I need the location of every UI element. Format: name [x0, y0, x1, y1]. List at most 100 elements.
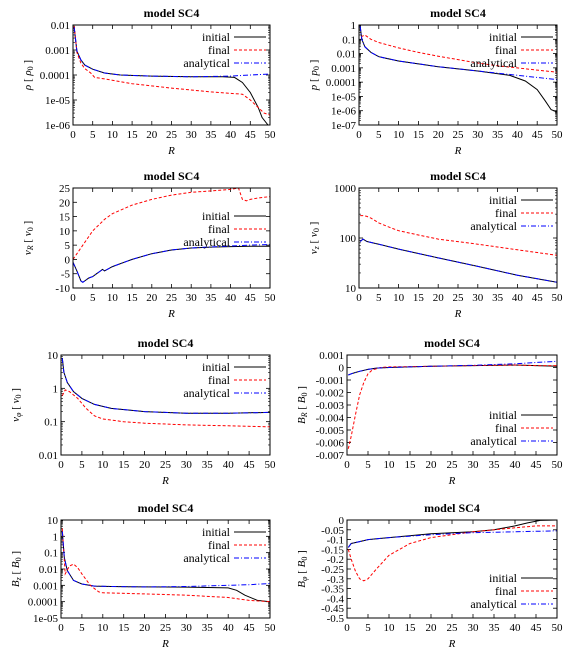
y-tick-label: -0.004 [316, 413, 345, 425]
legend-label: final [495, 43, 518, 57]
legend-label: initial [202, 209, 231, 223]
y-tick-label: 1e-06 [45, 120, 71, 132]
legend-label: initial [202, 525, 231, 539]
x-tick-label: 5 [90, 129, 96, 141]
legend-label: final [208, 373, 231, 387]
x-tick-label: 35 [492, 292, 504, 304]
y-tick-label: -0.45 [321, 603, 344, 615]
y-axis-label: vφ [ v0 ] [10, 388, 23, 422]
x-tick-label: 35 [205, 129, 217, 141]
y-tick-label: -0.005 [316, 425, 345, 437]
y-tick-label: 25 [59, 183, 71, 195]
y-tick-label: 0.001 [331, 63, 356, 75]
y-tick-label: 10 [47, 515, 59, 527]
x-tick-label: 25 [447, 622, 459, 634]
x-tick-label: 35 [202, 459, 214, 471]
series-line-analytical [73, 244, 270, 283]
x-tick-label: 15 [413, 292, 425, 304]
series-line-initial [61, 531, 270, 603]
series-line-final [347, 525, 557, 582]
x-axis-label: R [167, 145, 175, 157]
series-line-initial [61, 358, 270, 414]
x-tick-label: 5 [90, 292, 96, 304]
plot-frame [72, 187, 271, 289]
x-tick-label: 35 [489, 622, 501, 634]
x-tick-label: 15 [405, 459, 417, 471]
chart-title: model SC4 [138, 336, 194, 350]
y-tick-label: -0.3 [327, 574, 345, 586]
x-tick-label: 45 [531, 459, 543, 471]
x-tick-label: 30 [186, 292, 198, 304]
x-tick-label: 20 [426, 622, 438, 634]
x-tick-label: 40 [512, 129, 524, 141]
plot-frame [358, 24, 558, 126]
y-tick-label: 0.001 [319, 350, 344, 362]
x-tick-label: 25 [453, 129, 465, 141]
y-tick-label: 15 [59, 212, 71, 224]
x-tick-label: 10 [393, 292, 405, 304]
y-tick-label: 0.001 [45, 45, 70, 57]
legend-label: initial [489, 408, 518, 422]
series-line-final [61, 528, 270, 603]
x-tick-label: 45 [532, 292, 544, 304]
x-tick-label: 40 [512, 292, 524, 304]
x-tick-label: 50 [265, 459, 277, 471]
chart-panel: model SC4 0 5 10 15 20 25 30 35 40 45 50 1e-06 1e-05 0… [22, 6, 276, 157]
series-line-analytical [61, 358, 270, 414]
y-tick-label: 1e-06 [331, 106, 357, 118]
series-line-final [61, 389, 270, 428]
y-axis-label: vR [ v0 ] [22, 221, 35, 255]
y-tick-label: -0.25 [321, 564, 344, 576]
legend-label: analytical [183, 235, 230, 249]
x-tick-label: 15 [118, 622, 130, 634]
y-tick-label: -0.35 [321, 584, 344, 596]
y-axis-label: Bφ [ B0 ] [296, 550, 309, 588]
x-tick-label: 40 [223, 459, 235, 471]
x-tick-label: 15 [118, 459, 130, 471]
y-axis-label: vz [ v0 ] [308, 222, 321, 255]
y-tick-label: 0.01 [51, 20, 70, 32]
legend-label: final [495, 206, 518, 220]
legend-label: initial [202, 30, 231, 44]
y-tick-label: 0.0001 [28, 597, 58, 609]
x-tick-label: 10 [97, 622, 109, 634]
x-tick-label: 20 [426, 459, 438, 471]
y-tick-label: 1000 [334, 183, 357, 195]
series-line-initial [73, 245, 270, 283]
x-tick-label: 50 [265, 292, 277, 304]
y-axis-label: ρ [ ρ0 ] [22, 60, 35, 91]
chart-title: model SC4 [430, 169, 486, 183]
legend-label: final [208, 43, 231, 57]
x-tick-label: 50 [552, 292, 564, 304]
y-tick-label: -0.002 [316, 388, 344, 400]
plot-frame [72, 24, 271, 126]
x-tick-label: 5 [365, 459, 371, 471]
x-tick-label: 40 [225, 292, 237, 304]
chart-panel: model SC4 0 5 10 15 20 25 30 35 40 45 50 1e-05 0.0001… [10, 501, 276, 650]
legend-label: initial [202, 360, 231, 374]
y-tick-label: -0.007 [316, 450, 345, 462]
x-tick-label: 20 [146, 292, 158, 304]
plot-frame [60, 354, 271, 456]
legend-label: analytical [183, 551, 230, 565]
series-line-initial [347, 520, 557, 548]
x-tick-label: 40 [223, 622, 235, 634]
series-line-final [73, 188, 270, 260]
x-tick-label: 30 [186, 129, 198, 141]
y-tick-label: -0.1 [327, 535, 344, 547]
x-tick-label: 10 [107, 292, 119, 304]
x-tick-label: 50 [552, 129, 564, 141]
y-axis-label: Bz [ B0 ] [10, 551, 23, 587]
legend-label: initial [489, 571, 518, 585]
x-tick-label: 45 [532, 129, 544, 141]
y-tick-label: 0.01 [337, 49, 356, 61]
y-tick-label: 0 [339, 363, 345, 375]
x-tick-label: 35 [202, 622, 214, 634]
y-tick-label: 10 [59, 226, 71, 238]
